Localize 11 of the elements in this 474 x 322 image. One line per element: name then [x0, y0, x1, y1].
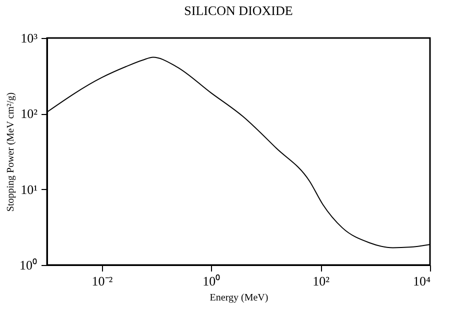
- y-tick-label: 10⁰: [20, 258, 38, 272]
- y-tick-label: 10¹: [20, 182, 38, 197]
- x-tick-label: 10⁻²: [92, 274, 113, 288]
- y-axis-title: Stopping Power (MeV cm²/g): [6, 92, 16, 212]
- x-tick-label: 10⁰: [202, 274, 221, 288]
- x-tick-label: 10⁴: [412, 274, 431, 288]
- y-tick-label: 10³: [20, 30, 38, 46]
- y-tick-label: 10²: [20, 106, 38, 122]
- x-tick-label: 10²: [312, 274, 330, 288]
- chart-title: SILICON DIOXIDE: [184, 3, 293, 18]
- x-axis-title: Energy (MeV): [210, 292, 268, 304]
